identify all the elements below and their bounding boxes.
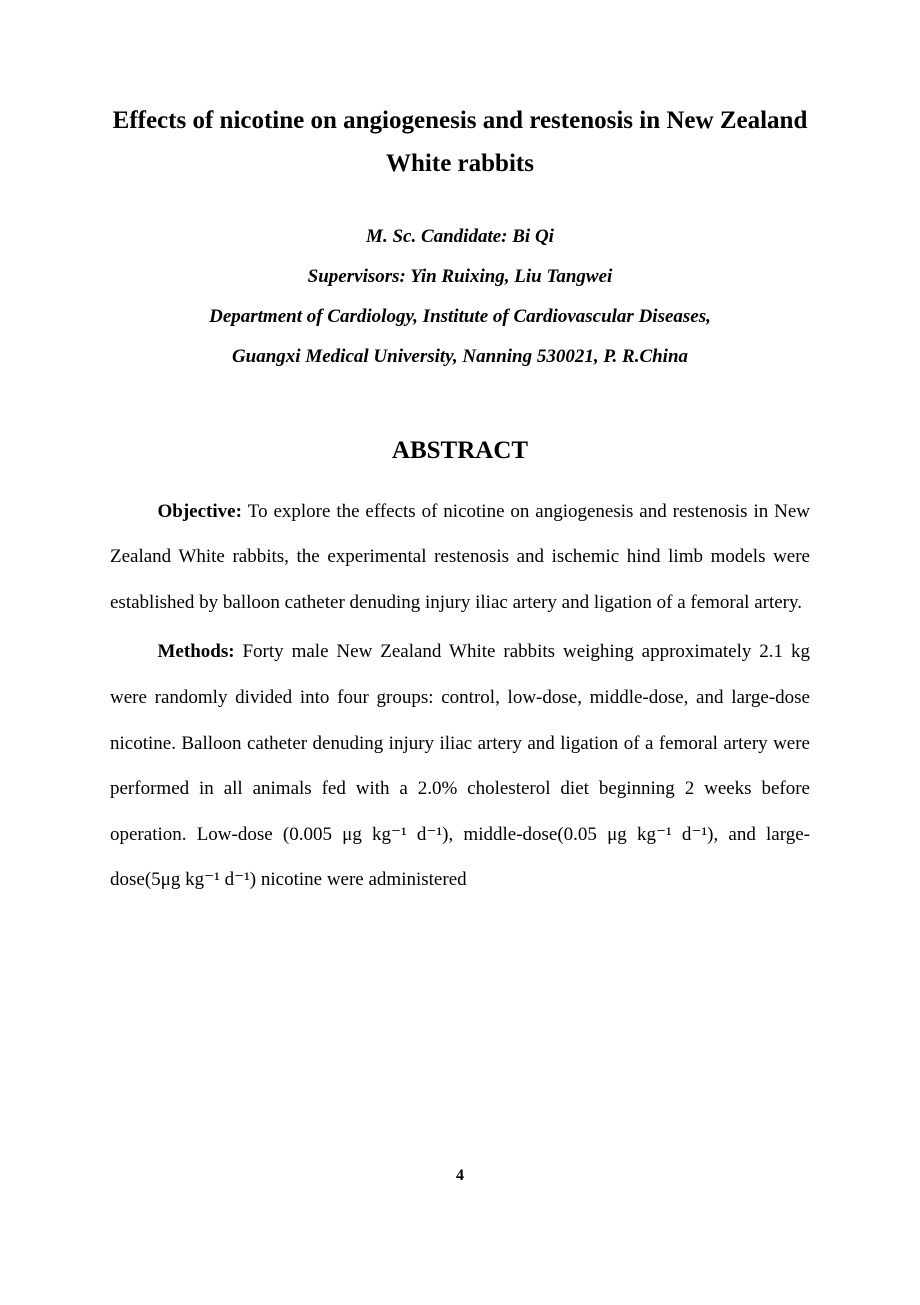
objective-label: Objective: bbox=[158, 501, 248, 522]
supervisors-names: Yin Ruixing, Liu Tangwei bbox=[410, 266, 612, 287]
methods-paragraph: Methods: Forty male New Zealand White ra… bbox=[110, 629, 810, 903]
paper-title: Effects of nicotine on angiogenesis and … bbox=[110, 100, 810, 185]
affiliation-line-2: Guangxi Medical University, Nanning 5300… bbox=[110, 337, 810, 377]
candidate-line: M. Sc. Candidate: Bi Qi bbox=[110, 217, 810, 257]
supervisors-line: Supervisors: Yin Ruixing, Liu Tangwei bbox=[110, 257, 810, 297]
author-block: M. Sc. Candidate: Bi Qi Supervisors: Yin… bbox=[110, 217, 810, 377]
abstract-heading: ABSTRACT bbox=[110, 437, 810, 465]
methods-text: Forty male New Zealand White rabbits wei… bbox=[110, 641, 810, 890]
candidate-label: M. Sc. Candidate: bbox=[366, 226, 512, 247]
candidate-name: Bi Qi bbox=[512, 226, 554, 247]
supervisors-label: Supervisors: bbox=[308, 266, 411, 287]
affiliation-line-1: Department of Cardiology, Institute of C… bbox=[110, 297, 810, 337]
abstract-body: Objective: To explore the effects of nic… bbox=[110, 489, 810, 903]
methods-label: Methods: bbox=[158, 641, 243, 662]
objective-paragraph: Objective: To explore the effects of nic… bbox=[110, 489, 810, 626]
page-number: 4 bbox=[0, 1167, 920, 1185]
